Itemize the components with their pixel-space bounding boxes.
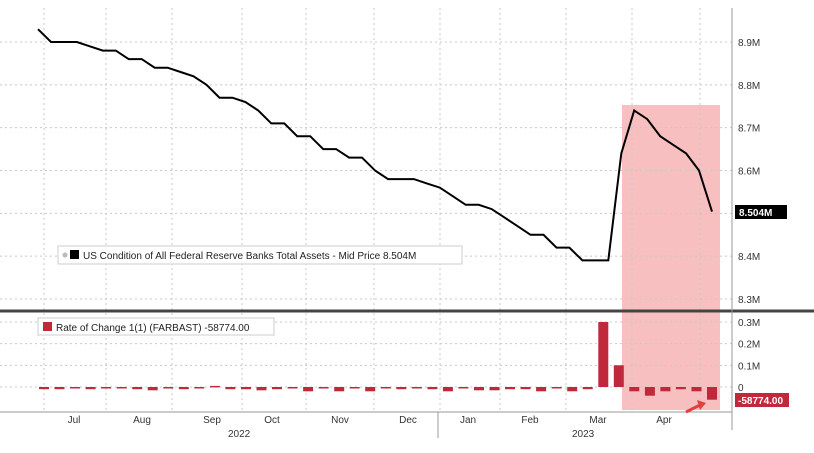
bar — [178, 387, 189, 390]
y-tick-label: 0.2M — [738, 340, 760, 351]
bar — [70, 387, 81, 389]
bar — [427, 387, 438, 390]
bar — [474, 387, 484, 391]
x-axis-month-labels: Jul Aug Sep Oct Nov Dec Jan Feb Mar Apr — [68, 415, 673, 426]
y-tick-label: 8.8M — [738, 81, 760, 92]
legend-swatch-red — [43, 322, 52, 331]
legend-swatch-black — [70, 250, 79, 259]
y-tick-label: 8.9M — [738, 38, 760, 49]
last-value-tag-top: 8.504M — [735, 205, 787, 219]
legend-rate-label: Rate of Change 1(1) (FARBAST) -58774.00 — [56, 323, 250, 334]
bar — [675, 387, 686, 390]
x-tick-label: Jul — [68, 415, 81, 426]
legend-rate-of-change: Rate of Change 1(1) (FARBAST) -58774.00 — [37, 317, 275, 336]
y-tick-label: 0 — [738, 383, 744, 394]
legend-assets-label: US Condition of All Federal Reserve Bank… — [83, 251, 416, 262]
bar — [629, 387, 640, 392]
bar — [396, 387, 407, 390]
bar — [489, 387, 500, 391]
bar — [598, 322, 609, 387]
y-tick-label: 8.4M — [738, 252, 760, 263]
last-value-tag-bottom: -58774.00 — [735, 393, 789, 407]
bar — [318, 387, 329, 389]
bar — [132, 387, 143, 390]
x-tick-label: Aug — [133, 415, 151, 426]
highlight-region — [622, 105, 720, 410]
rate-of-change-bars — [39, 322, 717, 400]
bar — [411, 387, 422, 389]
bar — [691, 387, 702, 392]
bar — [567, 387, 578, 392]
x-tick-label: Nov — [331, 415, 349, 426]
bar — [194, 387, 205, 389]
bar — [209, 385, 220, 388]
arrow-annotation-icon — [685, 400, 706, 414]
bar — [505, 387, 515, 390]
y-tick-label: 8.7M — [738, 124, 760, 135]
bar — [536, 387, 547, 392]
bar — [116, 387, 127, 389]
bar — [163, 387, 174, 389]
x-tick-label: Dec — [399, 415, 417, 426]
bar — [39, 387, 49, 390]
x-tick-label: Jan — [460, 415, 476, 426]
bar — [613, 365, 624, 387]
bar — [458, 387, 469, 389]
x-tick-label: Apr — [656, 415, 672, 426]
bar — [85, 387, 96, 390]
y-tick-label: 8.6M — [738, 167, 760, 178]
bar — [334, 387, 345, 392]
year-label-2023: 2023 — [572, 429, 595, 440]
last-value-label-top: 8.504M — [739, 208, 772, 219]
bar — [303, 387, 314, 392]
bar — [380, 387, 391, 389]
last-value-label-bottom: -58774.00 — [738, 396, 783, 407]
bar — [241, 387, 251, 390]
y-tick-label: 8.3M — [738, 295, 760, 306]
x-tick-label: Feb — [521, 415, 539, 426]
bar — [287, 387, 298, 389]
bar — [365, 387, 376, 392]
x-tick-label: Sep — [203, 415, 221, 426]
bar — [147, 387, 158, 391]
month-gridlines — [43, 8, 701, 410]
bar — [520, 387, 531, 390]
bar — [225, 387, 236, 390]
year-label-2022: 2022 — [228, 429, 251, 440]
y-tick-label: 0.1M — [738, 361, 760, 372]
bar — [272, 387, 282, 390]
bar — [101, 387, 112, 389]
legend-dot-icon — [62, 252, 68, 258]
top-y-tick-labels: 8.9M 8.8M 8.7M 8.6M 8.4M 8.3M — [738, 38, 760, 306]
bar — [551, 387, 562, 389]
bar — [256, 387, 267, 391]
x-tick-label: Mar — [589, 415, 607, 426]
bar — [54, 387, 65, 390]
x-tick-label: Oct — [264, 415, 280, 426]
y-tick-label: 0.3M — [738, 318, 760, 329]
bottom-y-tick-labels: 0.3M 0.2M 0.1M 0 — [738, 318, 760, 394]
legend-assets: US Condition of All Federal Reserve Bank… — [57, 245, 463, 265]
bar — [582, 387, 593, 390]
bar — [349, 387, 360, 389]
assets-series-line — [37, 28, 713, 262]
bar — [644, 387, 655, 396]
bar — [442, 387, 453, 392]
bar — [707, 387, 717, 400]
bar — [660, 387, 671, 392]
